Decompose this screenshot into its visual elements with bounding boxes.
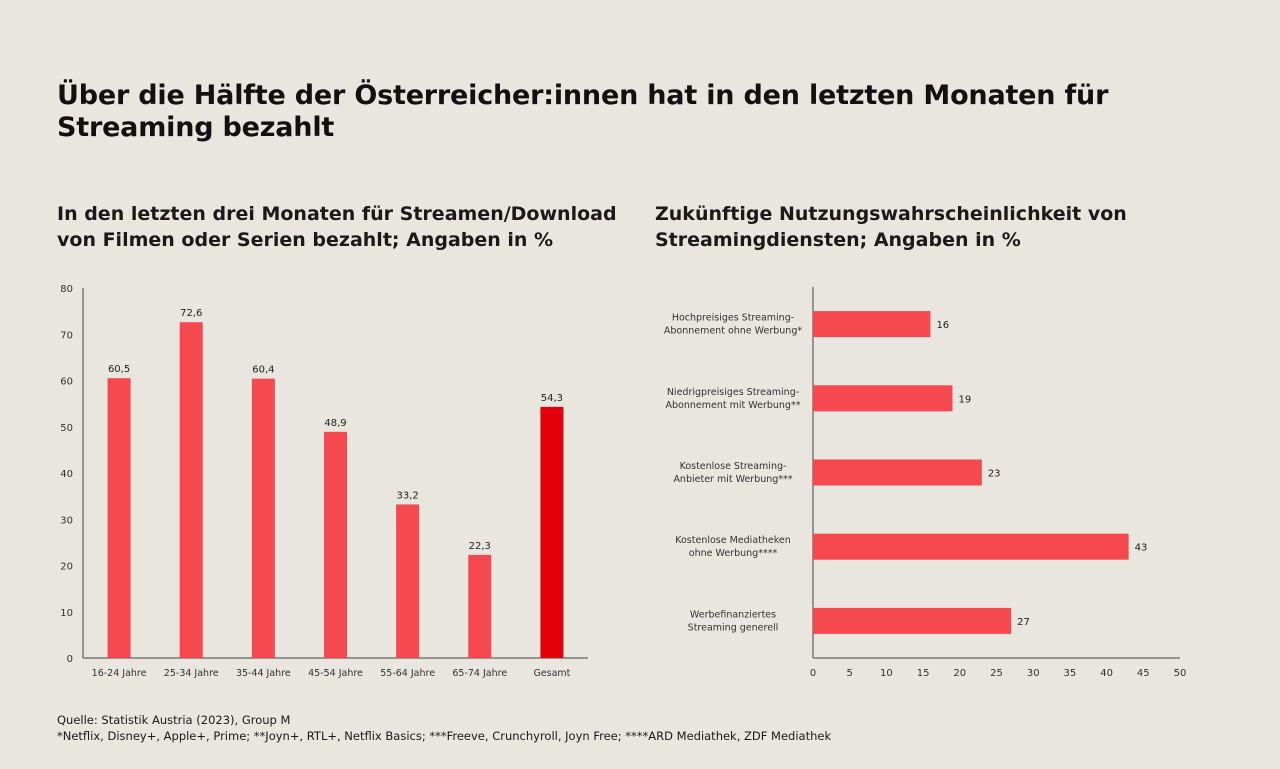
y-tick-label: 50 bbox=[60, 423, 73, 434]
x-tick-label: 35 bbox=[1064, 668, 1077, 679]
x-category-label: 35-44 Jahre bbox=[236, 668, 291, 679]
data-label: 27 bbox=[1017, 617, 1030, 628]
x-tick-label: 30 bbox=[1027, 668, 1040, 679]
y-category-label-line: Streaming generell bbox=[688, 622, 779, 633]
data-label: 54,3 bbox=[541, 393, 563, 404]
y-tick-label: 40 bbox=[60, 469, 73, 480]
y-category-label: Kostenlose Streaming- Anbieter mit Werbun… bbox=[673, 461, 792, 485]
x-tick-label: 10 bbox=[880, 668, 893, 679]
y-tick-label: 30 bbox=[60, 515, 73, 526]
x-category-label: 65-74 Jahre bbox=[452, 668, 507, 679]
left-chart-title: In den letzten drei Monaten für Streamen… bbox=[57, 203, 617, 251]
y-tick-label: 60 bbox=[60, 377, 73, 388]
bar bbox=[540, 406, 564, 658]
y-category-label: Kostenlose Mediatheken ohne Werbung**** bbox=[675, 535, 791, 559]
bar bbox=[813, 533, 1129, 560]
bar bbox=[813, 607, 1012, 634]
x-category-label: 16-24 Jahre bbox=[92, 668, 147, 679]
data-label: 48,9 bbox=[324, 418, 346, 429]
bar bbox=[324, 431, 347, 658]
y-category-label-line: Werbefinanziertes bbox=[690, 609, 776, 620]
y-category-label-line: Hochpreisiges Streaming- bbox=[672, 313, 794, 324]
y-tick-label: 80 bbox=[60, 284, 73, 295]
y-tick-label: 20 bbox=[60, 562, 73, 573]
y-category-label: Niedrigpreisiges Streaming- Abonnement mi… bbox=[666, 387, 801, 411]
bar bbox=[468, 554, 492, 658]
data-label: 60,5 bbox=[108, 364, 130, 375]
footer-notes: *Netflix, Disney+, Apple+, Prime; **Joyn… bbox=[57, 729, 832, 743]
x-category-label: Gesamt bbox=[533, 668, 570, 679]
y-category-label-line: Abonnement ohne Werbung* bbox=[664, 326, 803, 337]
y-category-label-line: Anbieter mit Werbung*** bbox=[673, 474, 792, 485]
y-category-label-line: Kostenlose Streaming- bbox=[680, 461, 787, 472]
y-tick-label: 0 bbox=[67, 654, 73, 665]
x-category-label: 45-54 Jahre bbox=[308, 668, 363, 679]
x-category-label: 55-64 Jahre bbox=[380, 668, 435, 679]
y-category-label-line: ohne Werbung**** bbox=[689, 548, 778, 559]
y-category-label-line: Kostenlose Mediatheken bbox=[675, 535, 791, 546]
x-tick-label: 20 bbox=[953, 668, 966, 679]
y-category-label-line: Niedrigpreisiges Streaming- bbox=[667, 387, 799, 398]
bar bbox=[107, 378, 131, 658]
data-label: 33,2 bbox=[397, 490, 419, 501]
y-category-label: Werbefinanziertes Streaming generell bbox=[688, 609, 779, 633]
x-tick-label: 50 bbox=[1174, 668, 1187, 679]
x-tick-label: 40 bbox=[1100, 668, 1113, 679]
data-label: 23 bbox=[988, 469, 1001, 480]
x-tick-label: 5 bbox=[847, 668, 853, 679]
bar bbox=[813, 311, 931, 338]
page-title: Über die Hälfte der Österreicher:innen h… bbox=[57, 80, 1109, 143]
x-category-label: 25-34 Jahre bbox=[164, 668, 219, 679]
y-tick-label: 10 bbox=[60, 608, 73, 619]
x-tick-label: 0 bbox=[810, 668, 816, 679]
bar bbox=[179, 322, 203, 658]
bar bbox=[251, 378, 275, 658]
data-label: 72,6 bbox=[180, 308, 202, 319]
x-tick-label: 15 bbox=[917, 668, 930, 679]
data-label: 60,4 bbox=[252, 365, 274, 376]
x-tick-label: 25 bbox=[990, 668, 1003, 679]
footer-source: Quelle: Statistik Austria (2023), Group … bbox=[57, 713, 291, 727]
y-category-label: Hochpreisiges Streaming- Abonnement ohne … bbox=[664, 313, 803, 337]
y-tick-label: 70 bbox=[60, 330, 73, 341]
age-group-bar-chart: 0 10 20 30 40 50 60 70 80 60,5 16-24 Jahre 72,6 25-3… bbox=[60, 284, 588, 679]
bar bbox=[813, 459, 982, 486]
x-tick-label: 45 bbox=[1137, 668, 1150, 679]
right-chart-title: Zukünftige Nutzungswahrscheinlichkeit vo… bbox=[655, 203, 1127, 251]
data-label: 16 bbox=[936, 320, 949, 331]
data-label: 43 bbox=[1135, 543, 1148, 554]
bar bbox=[396, 504, 420, 658]
bar bbox=[813, 385, 953, 412]
data-label: 19 bbox=[958, 394, 971, 405]
y-category-label-line: Abonnement mit Werbung** bbox=[666, 400, 801, 411]
data-label: 22,3 bbox=[469, 541, 491, 552]
